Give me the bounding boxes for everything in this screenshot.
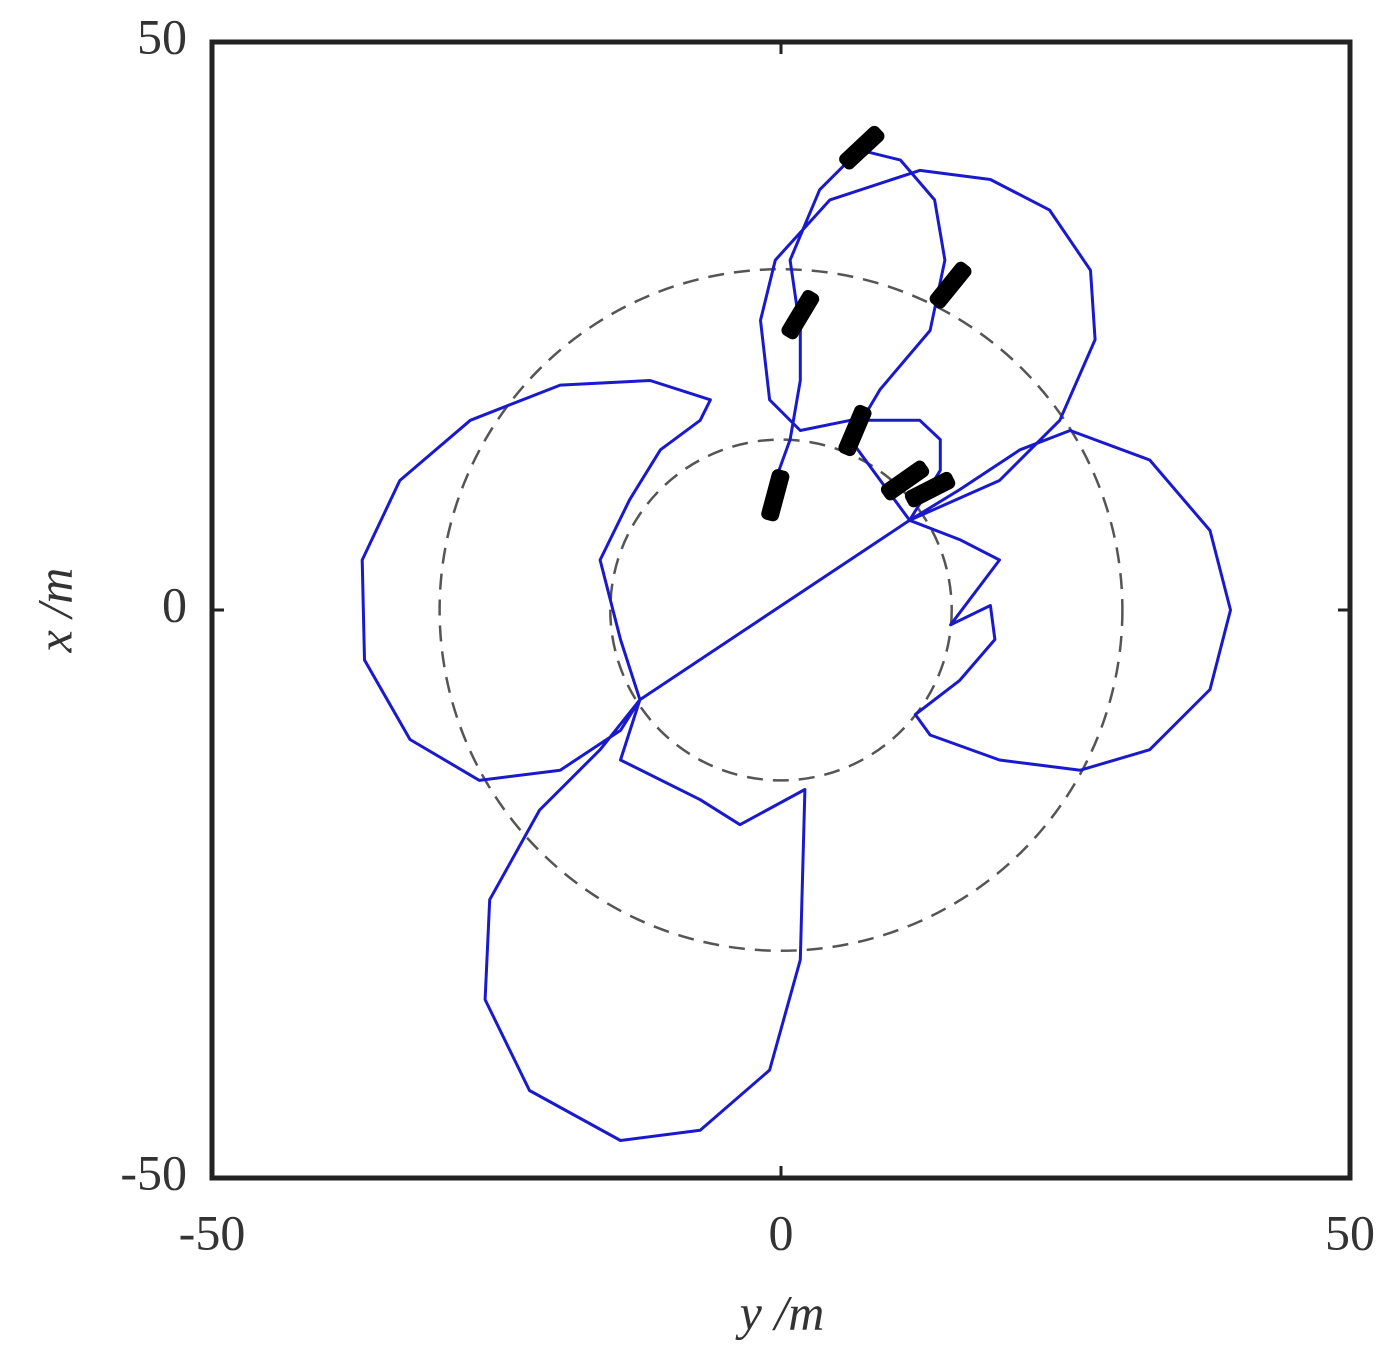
- y-tick-label: 0: [162, 576, 187, 632]
- x-tick-label: 50: [1325, 1204, 1375, 1260]
- ship-marker: [781, 289, 820, 340]
- x-tick-label: -50: [179, 1204, 246, 1260]
- ship-marker: [761, 469, 790, 522]
- y-axis-label: x /m: [26, 568, 82, 654]
- x-tick-label: 0: [769, 1204, 794, 1260]
- plot-frame: [209, 39, 1353, 1181]
- trajectory: [360, 148, 1232, 1142]
- y-tick-label: -50: [120, 1144, 187, 1200]
- ship-marker: [929, 261, 972, 309]
- reference-circle: [609, 438, 953, 782]
- ship-marker: [880, 460, 930, 501]
- reference-circle: [438, 267, 1124, 953]
- ship-marker: [839, 125, 885, 170]
- y-tick-label: 50: [137, 8, 187, 64]
- x-axis-label: y /m: [735, 1284, 825, 1340]
- ship-marker: [838, 404, 872, 457]
- ship-marker: [904, 471, 956, 508]
